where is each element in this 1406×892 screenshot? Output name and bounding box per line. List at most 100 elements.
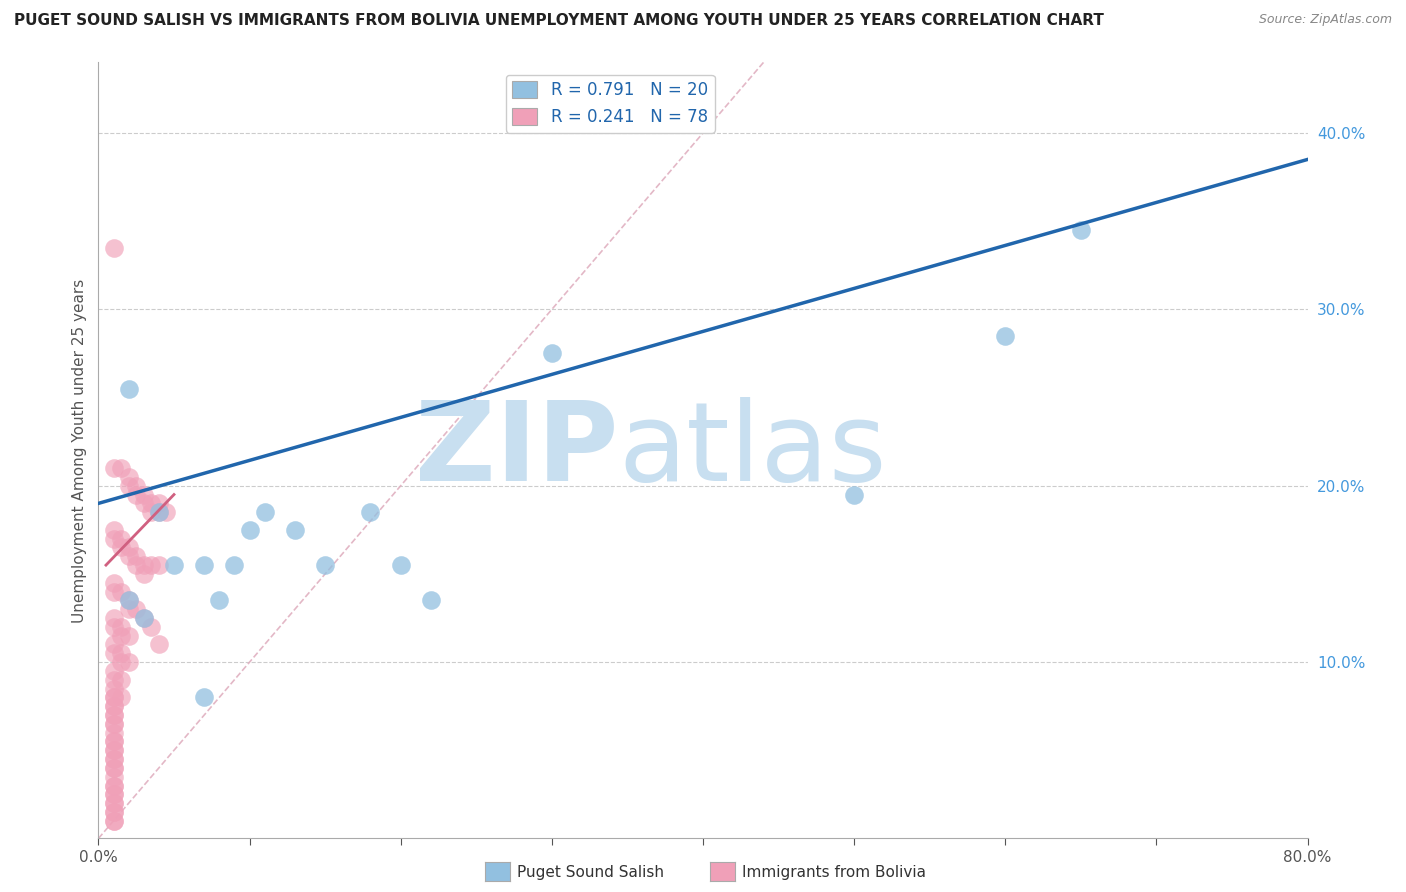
Point [132,611,155,625]
Point [141,620,163,634]
Point [103,788,125,802]
Point [103,761,125,775]
Point [110,646,132,660]
Point [141,496,163,510]
Point [110,541,132,555]
Point [103,637,125,651]
Legend: R = 0.791   N = 20, R = 0.241   N = 78: R = 0.791 N = 20, R = 0.241 N = 78 [506,75,714,133]
Point [540,346,562,360]
Point [1070,223,1092,237]
Point [103,681,125,696]
Point [239,523,262,537]
Point [118,602,141,616]
Point [103,761,125,775]
Point [844,487,866,501]
Point [103,805,125,819]
Point [103,752,125,766]
Point [148,505,170,519]
Point [103,716,125,731]
Point [118,479,141,493]
Point [118,382,141,396]
Point [118,655,141,669]
Text: Source: ZipAtlas.com: Source: ZipAtlas.com [1258,13,1392,27]
Point [132,566,155,581]
Point [420,593,443,607]
Point [103,752,125,766]
Point [208,593,231,607]
Text: ZIP: ZIP [415,397,619,504]
Text: Puget Sound Salish: Puget Sound Salish [517,865,665,880]
Point [125,487,148,501]
Point [118,549,141,564]
Point [155,505,177,519]
Point [103,743,125,757]
Point [103,673,125,687]
Point [148,505,170,519]
Point [118,629,141,643]
Point [148,637,170,651]
Text: Immigrants from Bolivia: Immigrants from Bolivia [742,865,927,880]
Point [103,708,125,723]
Point [110,532,132,546]
Point [103,814,125,828]
Point [103,725,125,739]
Point [132,558,155,573]
Point [103,690,125,705]
Point [103,241,125,255]
Point [103,796,125,810]
Point [284,523,307,537]
Point [110,461,132,475]
Point [110,655,132,669]
Text: PUGET SOUND SALISH VS IMMIGRANTS FROM BOLIVIA UNEMPLOYMENT AMONG YOUTH UNDER 25 : PUGET SOUND SALISH VS IMMIGRANTS FROM BO… [14,13,1104,29]
Point [103,788,125,802]
Point [389,558,412,573]
Point [103,575,125,590]
Point [103,699,125,714]
Point [125,549,148,564]
Point [103,646,125,660]
Point [103,708,125,723]
Point [103,796,125,810]
Point [148,496,170,510]
Point [103,611,125,625]
Point [118,593,141,607]
Point [103,779,125,793]
Point [110,584,132,599]
Text: atlas: atlas [619,397,887,504]
Point [103,523,125,537]
Point [163,558,186,573]
Point [103,743,125,757]
Point [193,558,215,573]
Point [994,328,1017,343]
Point [103,664,125,678]
Point [125,558,148,573]
Point [103,461,125,475]
Point [103,770,125,784]
Point [314,558,336,573]
Point [103,779,125,793]
Point [103,690,125,705]
Point [360,505,382,519]
Point [125,479,148,493]
Point [110,690,132,705]
Point [103,584,125,599]
Y-axis label: Unemployment Among Youth under 25 years: Unemployment Among Youth under 25 years [72,278,87,623]
Point [103,814,125,828]
Point [103,699,125,714]
Point [103,620,125,634]
Point [110,620,132,634]
Point [103,734,125,748]
Point [103,532,125,546]
Point [148,558,170,573]
Point [132,496,155,510]
Point [132,487,155,501]
Point [103,716,125,731]
Point [118,541,141,555]
Point [118,593,141,607]
Point [141,558,163,573]
Point [132,611,155,625]
Point [118,470,141,484]
Point [253,505,276,519]
Point [103,805,125,819]
Point [193,690,215,705]
